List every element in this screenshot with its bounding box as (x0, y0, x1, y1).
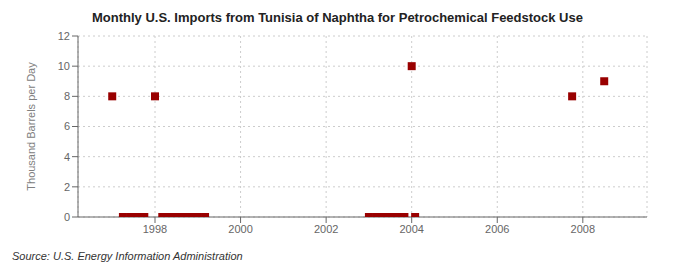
svg-text:6: 6 (64, 120, 70, 132)
svg-text:2008: 2008 (571, 223, 595, 235)
svg-text:8: 8 (64, 90, 70, 102)
svg-text:2002: 2002 (314, 223, 338, 235)
svg-text:10: 10 (58, 60, 70, 72)
svg-text:2006: 2006 (485, 223, 509, 235)
svg-text:2000: 2000 (228, 223, 252, 235)
svg-text:4: 4 (64, 151, 70, 163)
html-text:Source: U.S. Energy Informatio: Source: U.S. Energy Information Administ… (12, 250, 243, 262)
svg-text:2004: 2004 (399, 223, 423, 235)
svg-text:1998: 1998 (143, 223, 167, 235)
svg-text:Thousand Barrels per Day: Thousand Barrels per Day (25, 62, 37, 191)
svg-text:0: 0 (64, 211, 70, 223)
html-text:Monthly U.S. Imports from Tuni: Monthly U.S. Imports from Tunisia of Nap… (92, 10, 583, 25)
svg-text:2: 2 (64, 181, 70, 193)
svg-text:12: 12 (58, 30, 70, 42)
